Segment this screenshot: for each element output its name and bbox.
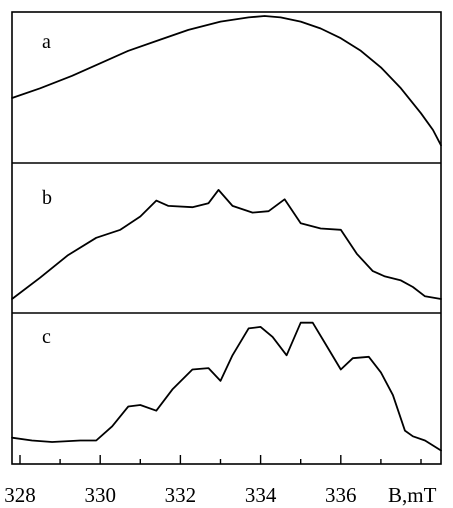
x-axis-label: B,mT [388,483,437,507]
x-tick-label-328: 328 [4,483,36,507]
plot-frame [11,11,442,465]
panel-label-b: b [42,187,52,209]
spectrum-traces [11,15,442,452]
x-tick-label-336: 336 [325,483,357,507]
panel-label-a: a [42,31,51,53]
spectrum-trace-c [11,321,442,452]
panel-letters: a b c [42,31,52,348]
x-axis-tick-labels: 328 330 332 334 336 [4,483,356,507]
x-tick-label-334: 334 [245,483,277,507]
spectrum-trace-b [11,189,442,300]
panel-label-c: c [42,326,51,348]
x-tick-label-330: 330 [84,483,116,507]
x-tick-label-332: 332 [165,483,197,507]
spectrum-trace-a [11,15,442,147]
x-axis-ticks [19,455,422,464]
